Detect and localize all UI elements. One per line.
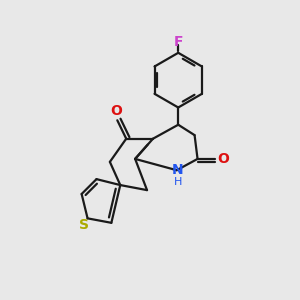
Text: S: S	[79, 218, 89, 232]
Text: H: H	[174, 176, 183, 187]
Text: O: O	[217, 152, 229, 166]
Text: N: N	[172, 163, 184, 177]
Text: F: F	[173, 34, 183, 49]
Text: O: O	[110, 104, 122, 118]
